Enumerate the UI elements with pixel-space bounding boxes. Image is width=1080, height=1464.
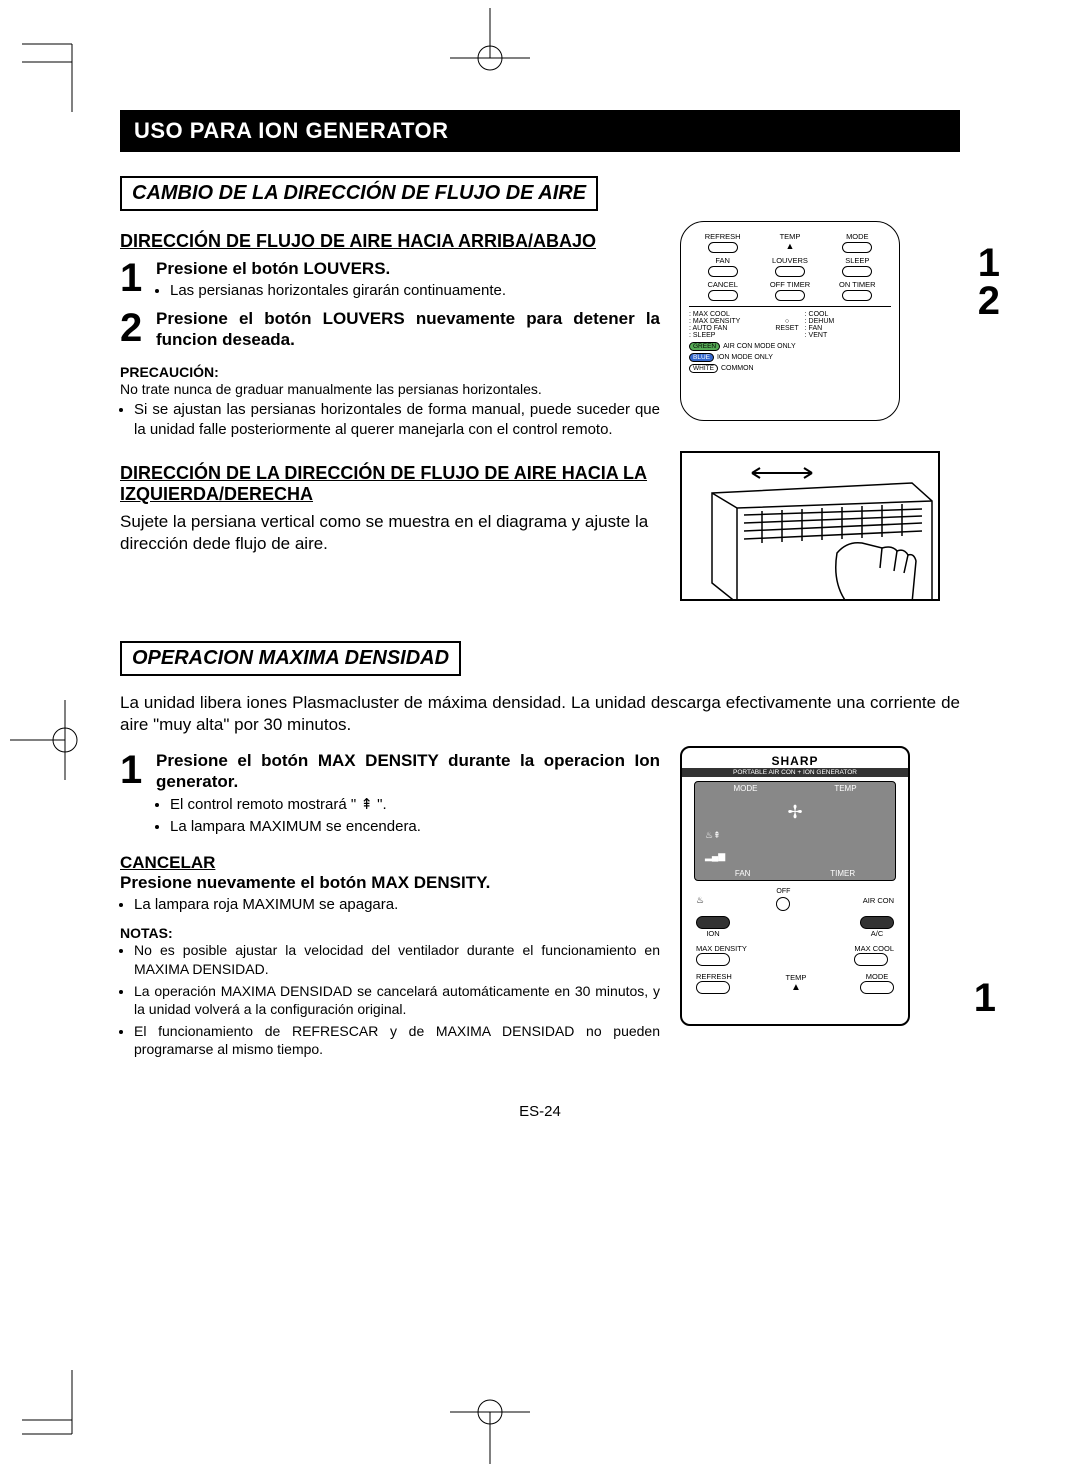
r2-brand: SHARP — [682, 754, 908, 768]
cancel-head: CANCELAR — [120, 853, 660, 873]
r2-aircon: AIR CON — [863, 896, 894, 905]
r1-mr0: : COOL — [805, 311, 891, 318]
section1-left: DIRECCIÓN DE FLUJO DE AIRE HACIA ARRIBA/… — [120, 221, 660, 555]
ion-icon: ♨ — [696, 895, 704, 906]
r1-cancel: CANCEL — [698, 280, 748, 289]
r1-mr3: : VENT — [805, 332, 891, 339]
r1-mr1: : DEHUM — [805, 318, 891, 325]
r1-louvers: LOUVERS — [765, 256, 815, 265]
s2-step1-title: Presione el botón MAX DENSITY durante la… — [156, 750, 660, 793]
cancel-b1: La lampara roja MAXIMUM se apagara. — [134, 895, 660, 915]
side-num-2: 2 — [978, 279, 1000, 324]
cancel-sub: Presione nuevamente el botón MAX DENSITY… — [120, 873, 660, 893]
s2-step1-num: 1 — [120, 750, 148, 839]
r2-maxd: MAX DENSITY — [696, 944, 747, 953]
r2-ion: ION — [696, 929, 730, 938]
note3: El funcionamiento de REFRESCAR y de MAXI… — [134, 1022, 660, 1058]
r1-refresh: REFRESH — [698, 232, 748, 241]
r1-ontimer: ON TIMER — [832, 280, 882, 289]
r2-mode2: MODE — [860, 972, 894, 981]
r2-fan-l: FAN — [735, 869, 751, 878]
s2-b1: El control remoto mostrará " ⇞ ". — [170, 795, 660, 815]
r1-sleep: SLEEP — [832, 256, 882, 265]
fan-icon: ✢ — [787, 802, 802, 823]
section2-right: SHARP PORTABLE AIR CON + ION GENERATOR M… — [680, 746, 960, 1026]
leg-green: GREEN — [689, 342, 720, 351]
leg-white-t: COMMON — [721, 365, 754, 372]
remote-figure-2: SHARP PORTABLE AIR CON + ION GENERATOR M… — [680, 746, 910, 1026]
r2-sub: PORTABLE AIR CON + ION GENERATOR — [682, 768, 908, 777]
r2-refresh: REFRESH — [696, 972, 732, 981]
step1-title: Presione el botón LOUVERS. — [156, 258, 660, 279]
leg-green-t: AIR CON MODE ONLY — [723, 343, 796, 350]
r2-timer-l: TIMER — [830, 869, 855, 878]
r2-temp: TEMP — [834, 784, 856, 793]
r1-ml3: : SLEEP — [689, 332, 775, 339]
s2-step1: 1 Presione el botón MAX DENSITY durante … — [120, 750, 660, 839]
sub2: DIRECCIÓN DE LA DIRECCIÓN DE FLUJO DE AI… — [120, 463, 660, 505]
page-number: ES-24 — [120, 1103, 960, 1120]
step-2: 2 Presione el botón LOUVERS nuevamente p… — [120, 308, 660, 351]
step2-num: 2 — [120, 308, 148, 351]
caution-line: No trate nunca de graduar manualmente la… — [120, 380, 660, 398]
title-bar: USO PARA ION GENERATOR — [120, 110, 960, 152]
leg-white: WHITE — [689, 364, 718, 373]
r1-offtimer: OFF TIMER — [765, 280, 815, 289]
note2: La operación MAXIMA DENSIDAD se cancelar… — [134, 982, 660, 1018]
r2-mode: MODE — [733, 784, 757, 793]
caution-label: PRECAUCIÓN: — [120, 364, 660, 380]
leg-blue-t: ION MODE ONLY — [717, 354, 773, 361]
section2-left: 1 Presione el botón MAX DENSITY durante … — [120, 746, 660, 1062]
note1: No es posible ajustar la velocidad del v… — [134, 941, 660, 977]
sub2-body: Sujete la persiana vertical como se mues… — [120, 511, 660, 555]
step2-title: Presione el botón LOUVERS nuevamente par… — [156, 308, 660, 351]
r1-fan: FAN — [698, 256, 748, 265]
r1-ml0: : MAX COOL — [689, 311, 775, 318]
r1-ml2: : AUTO FAN — [689, 325, 775, 332]
step-1: 1 Presione el botón LOUVERS. Las persian… — [120, 258, 660, 304]
s2-side-num: 1 — [974, 976, 996, 1021]
caution-bullet: Si se ajustan las persianas horizontales… — [134, 400, 660, 441]
section2-heading: OPERACION MAXIMA DENSIDAD — [120, 641, 461, 676]
r1-mr2: : FAN — [805, 325, 891, 332]
section1-heading: CAMBIO DE LA DIRECCIÓN DE FLUJO DE AIRE — [120, 176, 598, 211]
step1-num: 1 — [120, 258, 148, 304]
s2-b2: La lampara MAXIMUM se encendera. — [170, 817, 660, 837]
r2-temp2: TEMP — [786, 973, 807, 982]
unit-figure — [680, 451, 940, 601]
r1-temp: TEMP — [765, 232, 815, 241]
section1-right: REFRESH TEMP▲ MODE FAN LOUVERS SLEEP CAN… — [680, 221, 960, 601]
section2-intro: La unidad libera iones Plasmacluster de … — [120, 692, 960, 736]
r1-reset: RESET — [775, 325, 798, 332]
step1-bullet: Las persianas horizontales girarán conti… — [170, 281, 660, 301]
r2-off: OFF — [776, 888, 790, 895]
r2-ac: A/C — [860, 929, 894, 938]
r2-maxc: MAX COOL — [854, 944, 894, 953]
sub1: DIRECCIÓN DE FLUJO DE AIRE HACIA ARRIBA/… — [120, 231, 660, 252]
notes-label: NOTAS: — [120, 925, 660, 941]
r1-ml1: : MAX DENSITY — [689, 318, 775, 325]
ion-indicator-icon: ♨⇞ — [705, 830, 721, 841]
remote-figure-1: REFRESH TEMP▲ MODE FAN LOUVERS SLEEP CAN… — [680, 221, 900, 421]
leg-blue: BLUE — [689, 353, 714, 362]
r1-mode: MODE — [832, 232, 882, 241]
